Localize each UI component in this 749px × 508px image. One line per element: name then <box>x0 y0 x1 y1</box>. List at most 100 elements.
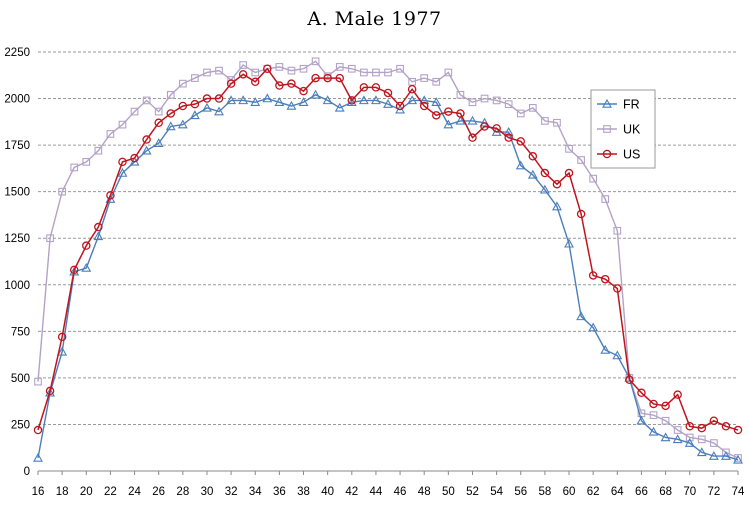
y-tick-label: 250 <box>11 419 30 431</box>
data-point-us <box>407 84 417 94</box>
data-point-uk <box>34 377 42 386</box>
data-point-fr <box>45 387 56 397</box>
data-point-us <box>600 274 610 284</box>
y-axis-ticks: 0 250 500 750 1000 1250 1500 1750 2000 2250 <box>4 47 30 478</box>
data-point-uk <box>673 426 682 434</box>
series-line-us <box>37 67 739 431</box>
data-point-uk <box>82 158 91 166</box>
grid-lines <box>38 51 738 472</box>
data-point-fr <box>286 100 297 110</box>
data-point-uk <box>613 226 622 235</box>
data-point-us <box>166 109 176 118</box>
data-point-uk <box>601 195 610 203</box>
data-point-uk <box>142 96 151 105</box>
data-point-uk <box>589 174 598 183</box>
data-point-us <box>504 133 513 142</box>
data-point-fr <box>93 231 104 241</box>
data-point-fr <box>539 184 550 194</box>
data-point-us <box>118 157 127 167</box>
data-point-fr <box>165 121 176 131</box>
data-point-uk <box>504 100 513 108</box>
data-point-uk <box>46 234 54 243</box>
data-point-us <box>383 88 393 98</box>
legend: FR UK US <box>590 89 656 169</box>
data-point-uk <box>299 64 308 73</box>
data-point-us <box>202 94 212 103</box>
data-point-fr <box>720 450 731 460</box>
data-point-uk <box>118 120 127 129</box>
x-tick-label: 36 <box>273 486 286 498</box>
data-point-us <box>637 388 646 398</box>
x-tick-label: 24 <box>128 486 141 498</box>
data-point-fr <box>298 97 309 107</box>
data-point-fr <box>443 119 454 129</box>
legend-marker-us <box>602 149 612 159</box>
data-point-uk <box>287 66 296 75</box>
data-point-fr <box>636 415 647 425</box>
x-tick-label: 72 <box>707 486 720 498</box>
data-point-uk <box>697 435 706 444</box>
data-point-uk <box>94 146 103 155</box>
data-point-us <box>130 153 139 163</box>
data-point-uk <box>734 454 742 462</box>
data-point-us <box>733 425 743 435</box>
data-point-us <box>685 422 694 431</box>
data-point-uk <box>649 411 658 419</box>
data-point-uk <box>541 117 549 125</box>
data-point-us <box>468 133 477 142</box>
data-point-uk <box>239 61 248 69</box>
x-tick-label: 64 <box>611 486 624 498</box>
x-tick-label: 32 <box>225 486 238 498</box>
x-tick-label: 44 <box>370 486 383 498</box>
x-tick-label: 42 <box>345 486 358 498</box>
data-point-us <box>613 284 622 293</box>
data-point-uk <box>215 66 223 75</box>
data-point-fr <box>370 95 381 105</box>
data-point-us <box>142 135 151 144</box>
data-point-uk <box>661 416 670 425</box>
data-point-fr <box>250 97 261 107</box>
data-point-us <box>697 423 707 433</box>
x-tick-label: 48 <box>418 486 431 498</box>
data-point-uk <box>275 63 284 71</box>
x-tick-label: 66 <box>635 486 648 498</box>
series-us <box>33 64 743 435</box>
x-tick-label: 18 <box>56 486 69 498</box>
data-point-us <box>106 191 115 200</box>
data-point-fr <box>383 99 393 108</box>
legend-label: UK <box>623 123 641 137</box>
data-point-fr <box>419 95 430 105</box>
data-point-fr <box>660 432 671 442</box>
x-tick-label: 62 <box>587 486 600 498</box>
data-point-fr <box>648 426 659 436</box>
data-point-us <box>57 332 67 342</box>
data-point-us <box>480 122 489 131</box>
y-tick-label: 1500 <box>4 187 30 199</box>
data-point-us <box>190 99 200 109</box>
data-point-fr <box>214 106 224 116</box>
data-point-us <box>263 64 272 74</box>
data-point-fr <box>238 95 249 105</box>
y-tick-label: 500 <box>11 373 30 385</box>
data-point-us <box>492 124 501 133</box>
x-tick-label: 46 <box>394 486 407 498</box>
x-tick-label: 56 <box>514 486 527 498</box>
data-point-uk <box>456 90 465 99</box>
data-point-us <box>709 416 719 425</box>
x-tick-label: 40 <box>321 486 334 498</box>
data-point-fr <box>310 89 321 99</box>
data-point-us <box>649 399 658 409</box>
data-point-fr <box>515 160 526 170</box>
data-point-fr <box>57 346 68 356</box>
data-point-fr <box>81 262 92 272</box>
data-point-us <box>576 209 586 219</box>
data-point-uk <box>468 98 477 107</box>
chart-title: A. Male 1977 <box>307 8 442 30</box>
data-point-uk <box>565 144 573 153</box>
data-point-uk <box>130 107 139 116</box>
data-point-fr <box>33 452 43 462</box>
legend-item-fr: FR <box>597 98 640 112</box>
data-point-fr <box>189 110 200 120</box>
data-point-us <box>661 401 670 411</box>
x-tick-label: 74 <box>732 486 745 498</box>
